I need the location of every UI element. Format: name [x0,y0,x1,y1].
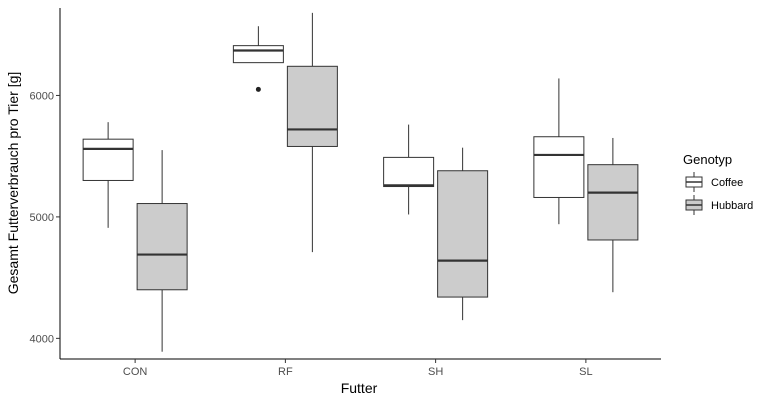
box-body [286,65,338,147]
box-body [533,136,585,198]
y-tick-label: 5000 [30,212,54,224]
box-hubbard-rf [286,12,338,253]
box-coffee-sl [533,78,585,225]
box-hubbard-sl [587,137,639,293]
legend-label: Hubbard [711,200,753,212]
y-axis: 4000 5000 6000 [30,8,61,359]
box-body [82,138,134,181]
box-hubbard-con [136,150,188,352]
outlier-point [255,86,261,92]
y-tick-label: 6000 [30,90,54,102]
box-coffee-sh [383,124,435,215]
x-tick-label: SH [428,366,443,378]
box-body [383,156,435,188]
x-tick-label: RF [278,366,293,378]
box-hubbard-sh [437,147,489,321]
box-coffee-con [82,122,134,228]
x-axis-title: Futter [341,380,378,396]
box-body [587,164,639,241]
legend-title: Genotyp [683,152,732,167]
y-tick-label: 4000 [30,333,54,345]
box-body [232,45,284,64]
x-axis: CON RF SH SL [60,358,661,378]
box-body [136,203,188,291]
plot-area [82,12,639,352]
x-tick-label: SL [579,366,592,378]
legend-item-hubbard: Hubbard [685,195,753,215]
x-tick-label: CON [123,366,148,378]
box-body [437,170,489,298]
legend-item-coffee: Coffee [685,172,743,192]
box-coffee-rf [232,26,284,92]
legend: Genotyp Coffee Hubbard [683,152,753,215]
legend-label: Coffee [711,177,743,189]
y-axis-title: Gesamt Futterverbrauch pro Tier [g] [5,72,21,295]
